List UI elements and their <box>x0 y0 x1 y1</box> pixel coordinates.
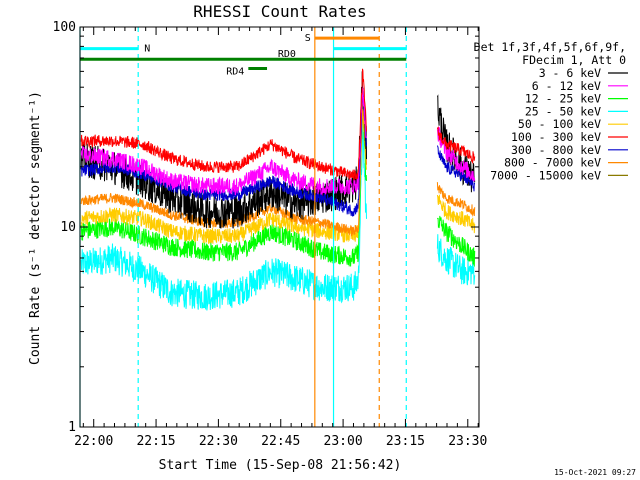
flag-label-RD4: RD4 <box>226 67 244 78</box>
y-axis-label: Count Rate (s⁻¹ detector segment⁻¹) <box>28 91 43 365</box>
plot-area: N S RD0 RD4 <box>79 26 480 428</box>
data-series <box>80 68 476 311</box>
legend-entry-label: 6 - 12 keV <box>532 79 601 93</box>
legend-entry-label: 100 - 300 keV <box>511 130 601 144</box>
legend-header-line-2: FDecim 1, Att 0 <box>522 53 626 67</box>
plot-timestamp: 15-Oct-2021 09:27 <box>554 468 636 477</box>
legend-entry-label: 3 - 6 keV <box>539 66 601 80</box>
legend-entry-label: 50 - 100 keV <box>518 117 601 131</box>
series-line-5-1 <box>436 126 476 165</box>
y-tick-label: 1 <box>68 420 76 435</box>
flag-label-S: S <box>305 33 311 44</box>
series-line-0-0 <box>80 71 367 229</box>
series-line-3-1 <box>436 234 476 286</box>
series-line-2-1 <box>436 215 476 268</box>
x-tick-label: 23:30 <box>448 434 487 449</box>
series-line-6-0 <box>80 86 367 217</box>
x-tick-label: 23:15 <box>386 434 425 449</box>
x-tick-label: 22:45 <box>261 434 300 449</box>
x-tick-label: 22:30 <box>199 434 238 449</box>
series-line-4-1 <box>436 194 476 234</box>
legend-header-line-1: Det 1f,3f,4f,5f,6f,9f, <box>474 40 626 54</box>
legend-entry-label: 7000 - 15000 keV <box>490 168 601 182</box>
y-tick-label: 10 <box>60 220 76 235</box>
series-line-6-1 <box>436 145 476 192</box>
series-line-5-0 <box>80 68 367 181</box>
series-line-3-0 <box>80 123 367 311</box>
legend-entry-label: 12 - 25 keV <box>525 92 601 106</box>
series-line-7-1 <box>436 182 476 218</box>
y-axis: 1 10 100 <box>53 20 479 435</box>
flag-label-RD0: RD0 <box>278 49 296 60</box>
legend-entry-label: 25 - 50 keV <box>525 104 601 118</box>
series-line-4-0 <box>80 103 367 244</box>
flag-label-N: N <box>144 44 150 55</box>
legend-entry-label: 300 - 800 keV <box>511 143 601 157</box>
x-axis-label: Start Time (15-Sep-08 21:56:42) <box>159 458 402 473</box>
x-tick-label: 23:00 <box>324 434 363 449</box>
chart-title: RHESSI Count Rates <box>193 2 366 21</box>
legend: Det 1f,3f,4f,5f,6f,9f,FDecim 1, Att 03 -… <box>474 40 628 182</box>
x-axis: 22:00 22:15 22:30 22:45 23:00 23:15 23:30 <box>74 27 487 449</box>
y-tick-label: 100 <box>53 20 76 35</box>
legend-entry-label: 800 - 7000 keV <box>504 156 601 170</box>
x-tick-label: 22:00 <box>74 434 113 449</box>
series-line-1-0 <box>80 87 367 196</box>
series-line-2-0 <box>80 104 367 267</box>
x-tick-label: 22:15 <box>136 434 175 449</box>
